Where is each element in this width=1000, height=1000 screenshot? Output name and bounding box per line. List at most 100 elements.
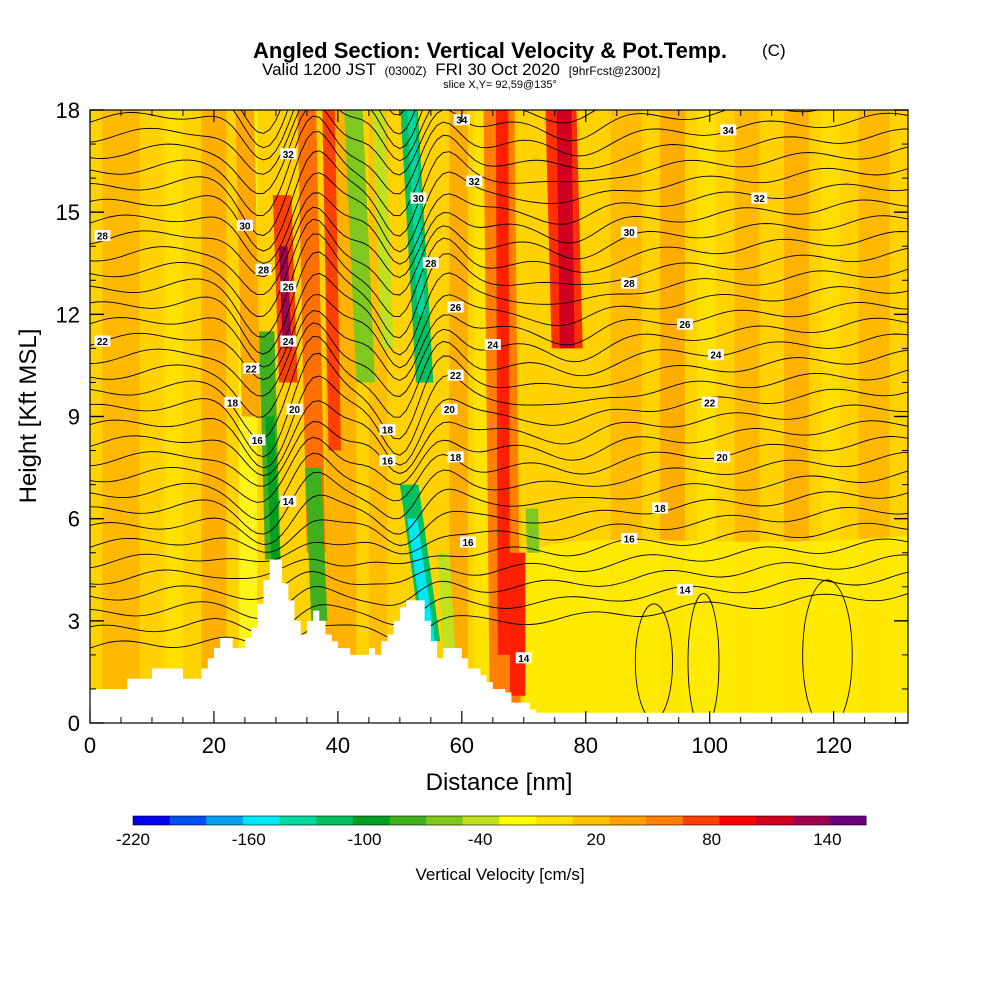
colorbar-swatch <box>719 816 757 825</box>
svg-text:34: 34 <box>723 126 735 137</box>
theta-contour <box>90 388 908 477</box>
theta-contour <box>90 199 908 296</box>
theta-contours <box>90 110 908 723</box>
valid-zulu: (0300Z) <box>384 64 426 78</box>
chart-title-suffix: (C) <box>762 41 786 60</box>
contour-label: 16 <box>460 536 477 549</box>
svg-text:20: 20 <box>289 405 301 416</box>
svg-text:14: 14 <box>518 654 530 665</box>
contour-label: 28 <box>621 277 638 290</box>
contour-label: 24 <box>280 335 297 348</box>
svg-text:16: 16 <box>462 538 474 549</box>
contour-label: 16 <box>249 434 266 447</box>
svg-text:24: 24 <box>487 340 499 351</box>
forecast-label: [9hrFcst@2300z] <box>569 64 661 78</box>
svg-text:22: 22 <box>704 398 716 409</box>
svg-text:28: 28 <box>97 232 109 243</box>
svg-text:16: 16 <box>382 456 394 467</box>
colorbar-swatch <box>316 816 354 825</box>
colorbar-swatch <box>646 816 684 825</box>
y-tick-label: 9 <box>68 405 80 430</box>
svg-text:22: 22 <box>450 371 462 382</box>
svg-text:14: 14 <box>679 586 691 597</box>
colorbar-tick-label: 80 <box>702 830 721 849</box>
colorbar-swatch <box>426 816 464 825</box>
contour-label: 14 <box>280 495 297 508</box>
colorbar-swatch <box>169 816 207 825</box>
downdraft-band <box>525 508 540 553</box>
colorbar-swatch <box>536 816 574 825</box>
theta-contour <box>90 470 908 545</box>
terrain <box>90 559 908 723</box>
theta-contour <box>90 167 908 264</box>
contour-label: 32 <box>466 175 483 188</box>
colorbar-swatch <box>242 816 281 825</box>
svg-text:28: 28 <box>258 266 270 277</box>
valid-prefix: Valid 1200 JST <box>262 60 376 79</box>
colorbar-swatch <box>572 816 610 825</box>
y-axis-label: Height [Kft MSL] <box>15 329 42 504</box>
contour-label: 26 <box>676 318 693 331</box>
contour-label: 20 <box>286 403 303 416</box>
svg-text:30: 30 <box>624 228 636 239</box>
closed-contour <box>687 593 720 723</box>
colorbar-swatch <box>133 816 171 825</box>
theta-contour <box>90 571 908 635</box>
contour-label: 18 <box>652 502 669 515</box>
svg-text:16: 16 <box>252 436 264 447</box>
colorbar-tick-label: -220 <box>116 830 150 849</box>
x-tick-label: 80 <box>574 733 598 758</box>
contour-label: 16 <box>379 454 396 467</box>
theta-contour <box>90 247 908 355</box>
theta-contour <box>90 507 908 569</box>
updraft-band <box>495 110 511 655</box>
colorbar-tick-label: -100 <box>347 830 381 849</box>
y-tick-label: 15 <box>56 200 80 225</box>
updraft-band <box>297 110 326 553</box>
updraft-band <box>556 110 575 349</box>
x-tick-label: 0 <box>84 733 96 758</box>
bg-stripe <box>102 110 140 723</box>
updraft-band <box>322 110 341 451</box>
colorbar-label: Vertical Velocity [cm/s] <box>415 865 584 884</box>
downdraft-band <box>344 110 376 383</box>
y-tick-label: 0 <box>68 711 80 736</box>
theta-contour <box>90 369 908 469</box>
y-tick-label: 6 <box>68 507 80 532</box>
theta-contour <box>90 128 908 236</box>
contour-label: 18 <box>447 451 464 464</box>
theta-contour <box>90 268 908 368</box>
downdraft-band <box>437 552 456 655</box>
contour-label: 24 <box>484 338 501 351</box>
theta-contour <box>90 301 908 397</box>
svg-text:26: 26 <box>679 320 691 331</box>
theta-contour <box>90 491 908 553</box>
svg-text:24: 24 <box>710 351 722 362</box>
bg-stripe <box>449 110 469 723</box>
bg-stripe <box>201 110 227 723</box>
theta-contour <box>90 451 908 535</box>
contour-label: 20 <box>441 403 458 416</box>
svg-text:30: 30 <box>413 194 425 205</box>
x-tick-label: 60 <box>450 733 474 758</box>
svg-text:32: 32 <box>283 150 295 161</box>
y-tick-label: 18 <box>56 98 80 123</box>
x-axis-label: Distance [nm] <box>426 769 573 796</box>
theta-contour <box>90 286 908 381</box>
colorbar-tick-label: 20 <box>586 830 605 849</box>
contour-label: 18 <box>379 424 396 437</box>
contour-label: 22 <box>94 335 111 348</box>
svg-text:28: 28 <box>624 279 636 290</box>
slice-label: slice X,Y= 92,59@135° <box>443 79 557 91</box>
colorbar-swatch <box>792 816 830 825</box>
svg-text:20: 20 <box>444 405 456 416</box>
contour-label: 30 <box>621 226 638 239</box>
colorbar-swatch <box>462 816 500 825</box>
closed-contour <box>802 579 853 723</box>
svg-text:18: 18 <box>655 504 667 515</box>
colorbar-swatch <box>756 816 794 825</box>
contour-label: 16 <box>621 533 638 546</box>
contour-label: 30 <box>410 192 427 205</box>
svg-text:30: 30 <box>239 221 251 232</box>
